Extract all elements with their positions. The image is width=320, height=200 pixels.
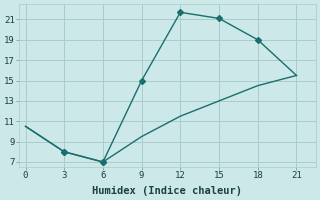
X-axis label: Humidex (Indice chaleur): Humidex (Indice chaleur) (92, 186, 243, 196)
